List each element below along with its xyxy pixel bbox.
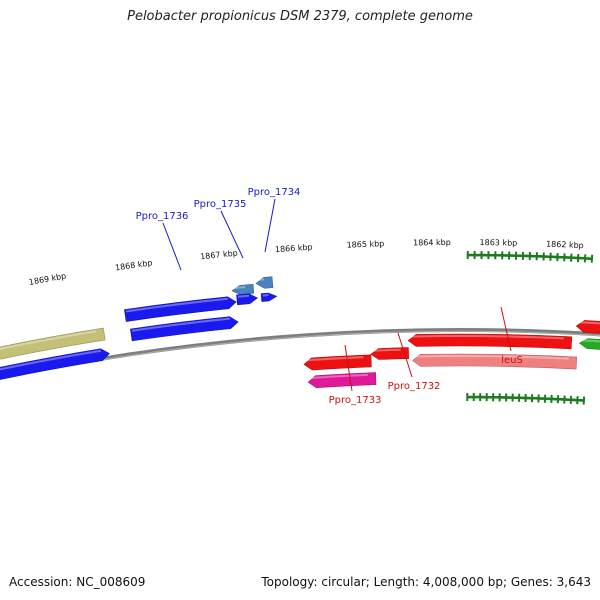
- gene-ppro-1733: [307, 372, 377, 389]
- gene-ppro-1733-a: [303, 354, 372, 371]
- gene-arrow: [407, 333, 573, 350]
- gene-ppro-1735: [231, 283, 255, 295]
- genome-summary-text: Topology: circular; Length: 4,008,000 bp…: [261, 575, 591, 589]
- gene-arrow: [124, 296, 237, 322]
- gene-label-ppro-1736: Ppro_1736: [136, 211, 189, 222]
- inner-scale-ticks: [466, 393, 586, 405]
- scale-label-1866-kbp: 1866 kbp: [275, 243, 313, 255]
- gene-olive-gene: [0, 327, 106, 360]
- gene-highlight: [262, 294, 269, 297]
- gene-highlight: [577, 321, 600, 325]
- gene-arrow: [260, 292, 278, 302]
- gene-highlight: [580, 339, 600, 343]
- gene-highlight: [257, 278, 265, 281]
- accession-text: Accession: NC_008609: [9, 575, 146, 589]
- scale-label-1864-kbp: 1864 kbp: [413, 238, 451, 247]
- gene-arrow: [130, 316, 239, 342]
- gene-label-ppro-1734: Ppro_1734: [248, 187, 301, 198]
- label-leader-ppro-1736: [162, 222, 182, 271]
- gene-arrow: [231, 283, 255, 295]
- gene-label-ppro-1735: Ppro_1735: [194, 199, 247, 210]
- map-title: Pelobacter propionicus DSM 2379, complet…: [127, 9, 473, 24]
- label-leader-leus: [500, 306, 512, 352]
- gene-ppro-1734: [255, 276, 274, 289]
- label-leader-ppro-1735: [220, 210, 244, 259]
- scale-label-1863-kbp: 1863 kbp: [480, 238, 518, 248]
- gene-highlight: [413, 355, 569, 360]
- gene-arrow: [575, 320, 600, 334]
- gene-arrow: [236, 293, 258, 306]
- gene-arrow: [255, 276, 274, 289]
- gene-arrow: [0, 348, 110, 380]
- gene-ppro-1736-b: [130, 316, 239, 342]
- gene-blue-gene-a: [0, 348, 110, 380]
- gene-arrow: [303, 354, 372, 371]
- gene-label-ppro-1733: Ppro_1733: [329, 395, 382, 406]
- label-leader-ppro-1734: [264, 198, 276, 253]
- label-leader-ppro-1733: [344, 344, 353, 392]
- scale-label-1862-kbp: 1862 kbp: [546, 240, 584, 251]
- gene-highlight: [305, 356, 364, 362]
- gene-highlight: [409, 335, 564, 340]
- gene-arrow: [370, 347, 409, 360]
- gene-ppro-1734-b: [260, 292, 278, 302]
- gene-ppro-1732: [370, 347, 409, 360]
- gene-label-leus: leuS: [501, 355, 523, 366]
- gene-arrow: [578, 338, 600, 350]
- gene-arrow: [0, 327, 106, 360]
- outer-scale-ticks: [466, 251, 594, 263]
- gene-red-gene-long: [407, 333, 573, 350]
- gene-ppro-1736: [124, 296, 237, 322]
- scale-label-1868-kbp: 1868 kbp: [114, 258, 153, 272]
- label-leader-ppro-1732: [397, 332, 413, 378]
- gene-highlight: [131, 317, 230, 332]
- gene-highlight: [372, 348, 401, 352]
- gene-highlight: [125, 297, 228, 313]
- gene-highlight: [0, 330, 96, 350]
- gene-leus: [412, 353, 578, 370]
- gene-ppro-1735-b: [236, 293, 258, 306]
- gene-highlight: [0, 349, 102, 371]
- gene-red-gene-edge: [575, 320, 600, 334]
- gene-arrow: [307, 372, 377, 389]
- gene-arrow: [412, 353, 578, 370]
- scale-label-1867-kbp: 1867 kbp: [200, 249, 238, 262]
- gene-highlight: [233, 286, 246, 290]
- gene-highlight: [237, 294, 250, 298]
- gene-label-ppro-1732: Ppro_1732: [388, 381, 441, 392]
- gene-green-gene-edge: [578, 338, 600, 350]
- scale-label-1865-kbp: 1865 kbp: [346, 239, 384, 250]
- scale-label-1869-kbp: 1869 kbp: [28, 271, 67, 287]
- gene-highlight: [309, 373, 368, 380]
